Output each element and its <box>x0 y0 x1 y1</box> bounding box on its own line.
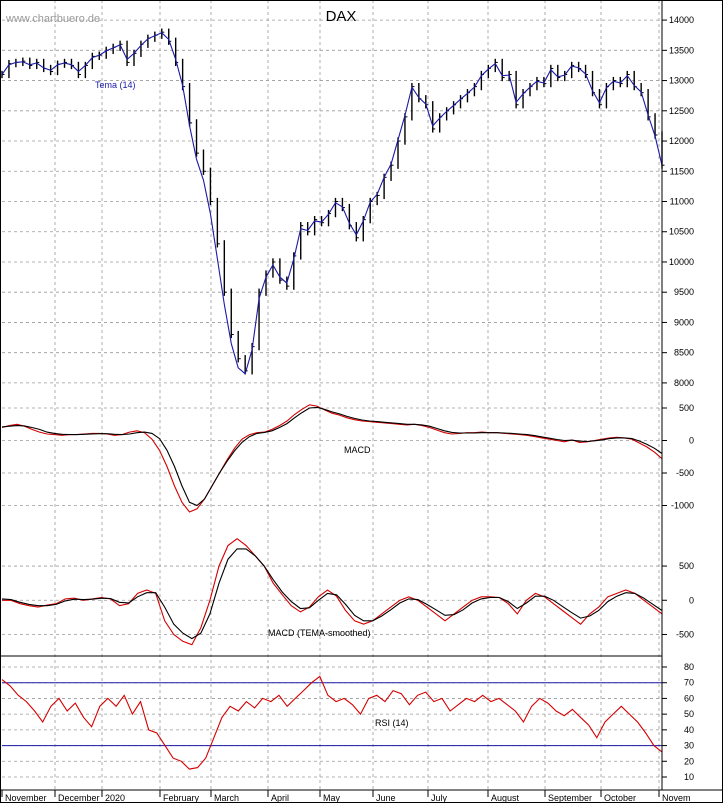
series-line <box>1 406 663 507</box>
month-label: July <box>431 793 448 803</box>
series-line <box>1 404 663 513</box>
value-tick-label: 80 <box>684 662 694 672</box>
month-label: February <box>163 793 200 803</box>
month-label: June <box>376 793 396 803</box>
month-label: April <box>271 793 289 803</box>
month-label: March <box>214 793 239 803</box>
month-label: 2020 <box>105 793 125 803</box>
series-line <box>1 548 663 640</box>
value-tick-label: 13000 <box>669 76 694 86</box>
value-tick-label: 500 <box>679 403 694 413</box>
value-tick-label: 11500 <box>670 166 694 176</box>
value-tick-label: 8500 <box>674 348 694 358</box>
value-tick-label: 0 <box>689 595 694 605</box>
value-tick-label: -500 <box>676 629 694 639</box>
value-tick-label: 60 <box>684 693 694 703</box>
value-tick-label: 10500 <box>669 227 694 237</box>
value-tick-label: 40 <box>684 725 694 735</box>
watermark: www.chartbuero.de <box>5 13 100 25</box>
month-label: September <box>548 793 592 803</box>
series-line <box>1 32 663 375</box>
value-tick-label: 11000 <box>670 197 694 207</box>
series-layer <box>1 28 665 770</box>
value-tick-label: 500 <box>679 561 694 571</box>
value-tick-label: 10000 <box>669 257 694 267</box>
value-tick-label: 9000 <box>674 317 694 327</box>
grid-lines <box>2 0 662 790</box>
series-label: MACD (TEMA-smoothed) <box>268 628 371 638</box>
month-label: November <box>5 793 47 803</box>
month-label: August <box>491 793 520 803</box>
value-tick-label: 10 <box>684 772 694 782</box>
series-line <box>1 675 663 770</box>
series-label: Tema (14) <box>95 80 136 90</box>
series-label: RSI (14) <box>375 718 409 728</box>
month-label: October <box>604 793 636 803</box>
value-tick-label: 20 <box>684 756 694 766</box>
month-label: Novem <box>662 793 691 803</box>
value-tick-label: 30 <box>684 741 694 751</box>
value-tick-label: -500 <box>676 468 694 478</box>
value-tick-label: -1000 <box>671 501 694 511</box>
series-label: MACD <box>344 445 371 455</box>
value-tick-label: 12000 <box>669 136 694 146</box>
value-tick-label: 14000 <box>669 15 694 25</box>
value-tick-label: 13500 <box>669 45 694 55</box>
chart-title: DAX <box>326 8 357 25</box>
value-tick-label: 8000 <box>674 378 694 388</box>
value-tick-label: 0 <box>689 436 694 446</box>
month-label: May <box>323 793 341 803</box>
value-tick-label: 12500 <box>669 106 694 116</box>
value-tick-label: 9500 <box>674 287 694 297</box>
value-tick-label: 50 <box>684 709 694 719</box>
value-tick-label: 70 <box>684 678 694 688</box>
series-line <box>2 538 663 646</box>
month-label: December <box>58 793 100 803</box>
